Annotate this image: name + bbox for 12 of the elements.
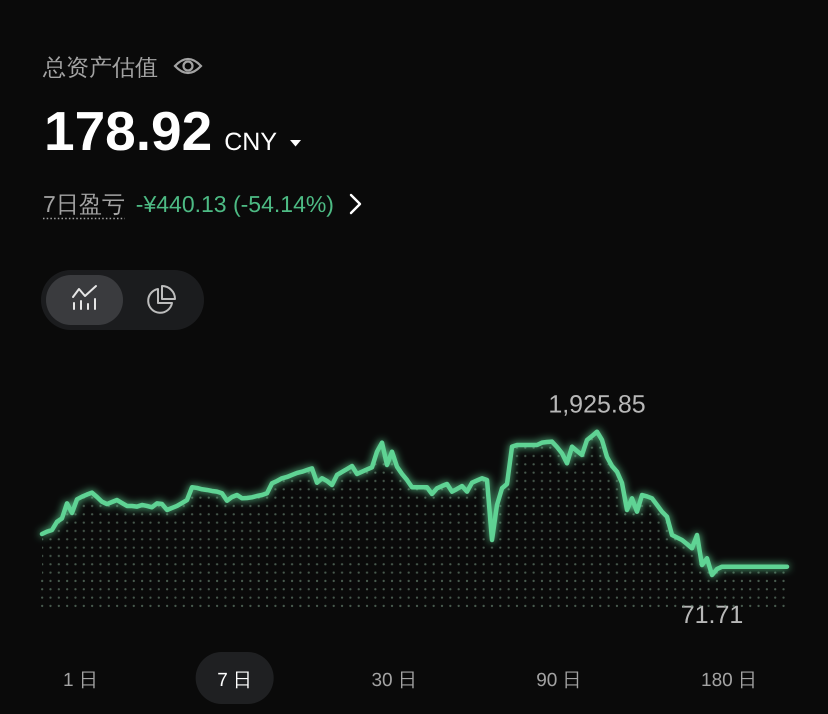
text: 180 日: [701, 670, 757, 691]
chart-title: 总资产估值: [42, 54, 158, 80]
text: 178.92: [44, 100, 212, 162]
text: 7 日: [217, 670, 252, 691]
text: 90 日: [536, 670, 582, 691]
data-label: 71.71: [680, 601, 744, 629]
text: 30 日: [371, 670, 417, 691]
text: -¥440.13 (-54.14%): [136, 191, 334, 217]
text: 1 日: [63, 670, 98, 691]
data-label: 1,925.85: [548, 390, 646, 419]
text: CNY: [224, 128, 278, 156]
text: 7日盈亏: [43, 191, 125, 217]
